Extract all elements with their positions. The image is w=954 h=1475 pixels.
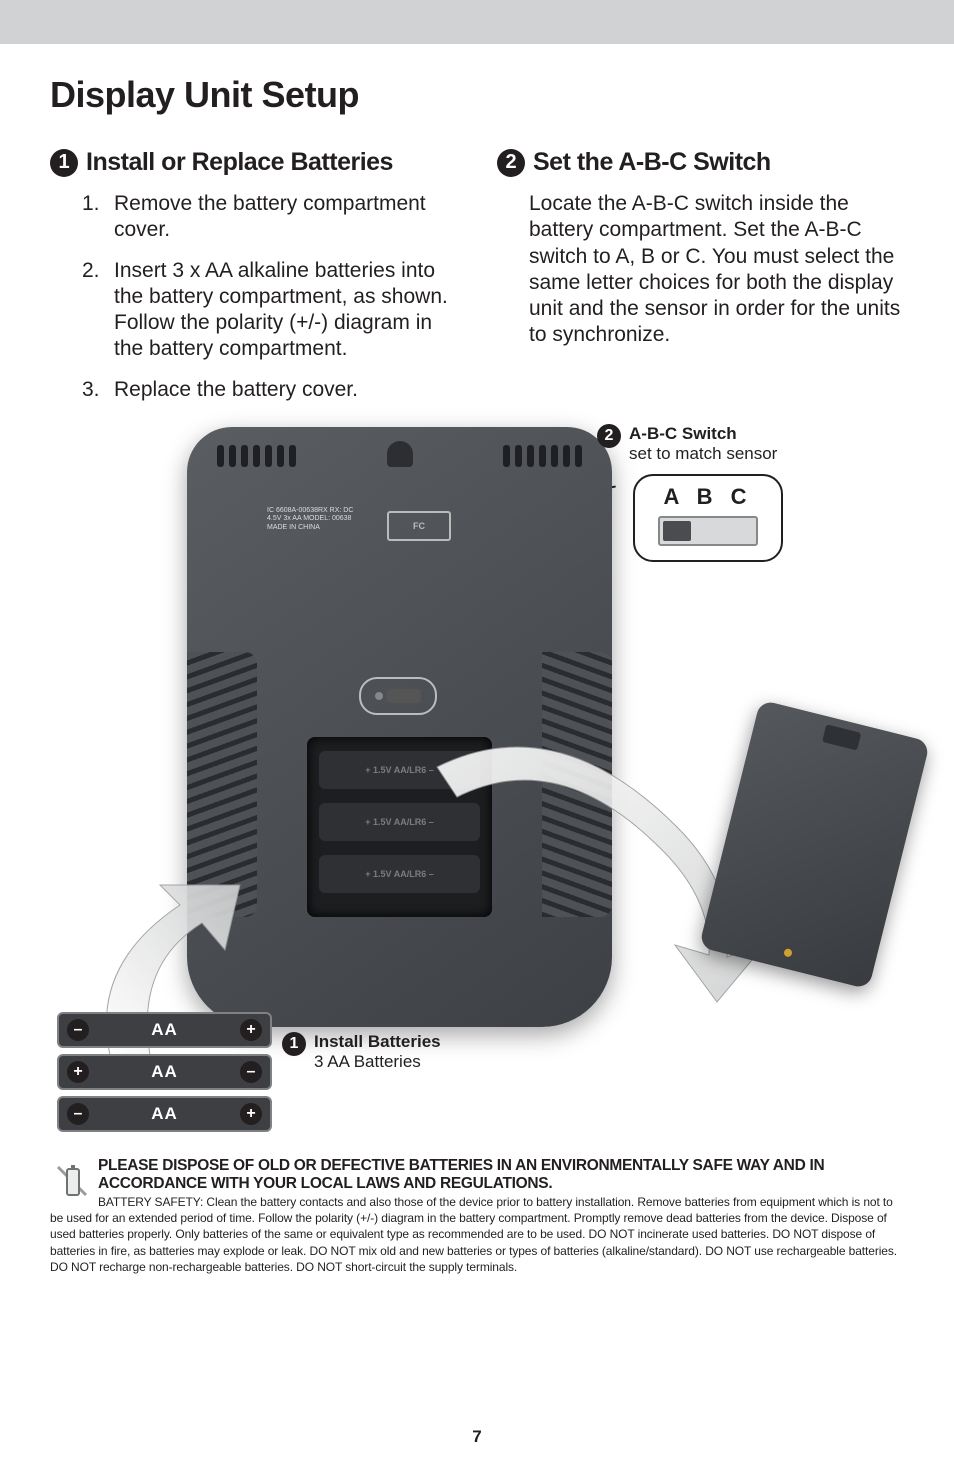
callout-subtitle: set to match sensor xyxy=(629,444,777,464)
battery-graphic: – AA + xyxy=(57,1096,272,1132)
diagram-area: IC 6608A-00638RX RX: DC 4.5V 3x AA MODEL… xyxy=(52,427,902,1127)
compliance-label: IC 6608A-00638RX RX: DC 4.5V 3x AA MODEL… xyxy=(267,507,367,549)
step-number: 2. xyxy=(82,258,106,363)
terminal-minus: – xyxy=(67,1019,89,1041)
battery-label: AA xyxy=(151,1020,178,1040)
step-item: 2.Insert 3 x AA alkaline batteries into … xyxy=(82,258,457,363)
callout-title: Install Batteries xyxy=(314,1032,441,1052)
section2-head: 2 Set the A-B-C Switch xyxy=(497,148,904,177)
top-bar xyxy=(0,0,954,44)
battery-graphic: – AA + xyxy=(57,1012,272,1048)
terminal-minus: – xyxy=(240,1061,262,1083)
hanging-hook xyxy=(387,441,413,467)
vent-group-right xyxy=(503,445,582,467)
step-number: 1. xyxy=(82,191,106,244)
main-title: Display Unit Setup xyxy=(50,74,904,116)
battery-label: AA xyxy=(151,1104,178,1124)
vent-group-left xyxy=(217,445,296,467)
battery-graphic: – AA + xyxy=(57,1054,272,1090)
step-item: 1.Remove the battery compartment cover. xyxy=(82,191,457,244)
callout-subtitle: 3 AA Batteries xyxy=(314,1052,441,1072)
terminal-plus: + xyxy=(67,1061,89,1083)
abc-letters: A B C xyxy=(663,484,752,510)
step-number: 3. xyxy=(82,377,106,403)
two-column-layout: 1 Install or Replace Batteries 1.Remove … xyxy=(50,148,904,417)
step-item: 3. Replace the battery cover. xyxy=(82,377,457,403)
notice-title: PLEASE DISPOSE OF OLD OR DEFECTIVE BATTE… xyxy=(98,1157,824,1193)
battery-label: AA xyxy=(151,1062,178,1082)
section2-body: Locate the A-B-C switch inside the batte… xyxy=(497,191,904,349)
step-text: Replace the battery cover. xyxy=(114,377,358,403)
step-text: Insert 3 x AA alkaline batteries into th… xyxy=(114,258,457,363)
fcc-label: FC xyxy=(387,511,451,541)
section1-head: 1 Install or Replace Batteries xyxy=(50,148,457,177)
switch-callout: 2 A-B-C Switch set to match sensor A B C xyxy=(597,424,877,562)
section1-number-circle: 1 xyxy=(50,149,78,177)
column-left: 1 Install or Replace Batteries 1.Remove … xyxy=(50,148,457,417)
section2-number-circle: 2 xyxy=(497,149,525,177)
section2-title: Set the A-B-C Switch xyxy=(533,148,771,177)
page-content: Display Unit Setup 1 Install or Replace … xyxy=(0,44,954,1127)
battery-callout: 1 Install Batteries 3 AA Batteries xyxy=(282,1032,582,1072)
terminal-plus: + xyxy=(240,1019,262,1041)
callout-number-circle: 2 xyxy=(597,424,621,448)
section1-title: Install or Replace Batteries xyxy=(86,148,393,177)
page-number: 7 xyxy=(0,1427,954,1447)
callout-number-circle: 1 xyxy=(282,1032,306,1056)
step-text: Remove the battery compartment cover. xyxy=(114,191,457,244)
cover-screw xyxy=(783,948,793,958)
terminal-minus: – xyxy=(67,1103,89,1125)
abc-switch-detail: A B C xyxy=(633,474,783,562)
section1-steps: 1.Remove the battery compartment cover. … xyxy=(50,191,457,403)
battery-icon xyxy=(50,1159,94,1203)
abc-switch-graphic xyxy=(658,516,758,546)
terminal-plus: + xyxy=(240,1103,262,1125)
battery-disposal-notice: PLEASE DISPOSE OF OLD OR DEFECTIVE BATTE… xyxy=(50,1157,904,1275)
callout-title: A-B-C Switch xyxy=(629,424,777,444)
abc-switch-on-device xyxy=(359,677,437,715)
batteries-illustration: – AA + – AA + – AA + xyxy=(57,1012,272,1138)
cover-tab xyxy=(822,724,861,750)
notice-body: BATTERY SAFETY: Clean the battery contac… xyxy=(50,1195,897,1274)
column-right: 2 Set the A-B-C Switch Locate the A-B-C … xyxy=(497,148,904,417)
